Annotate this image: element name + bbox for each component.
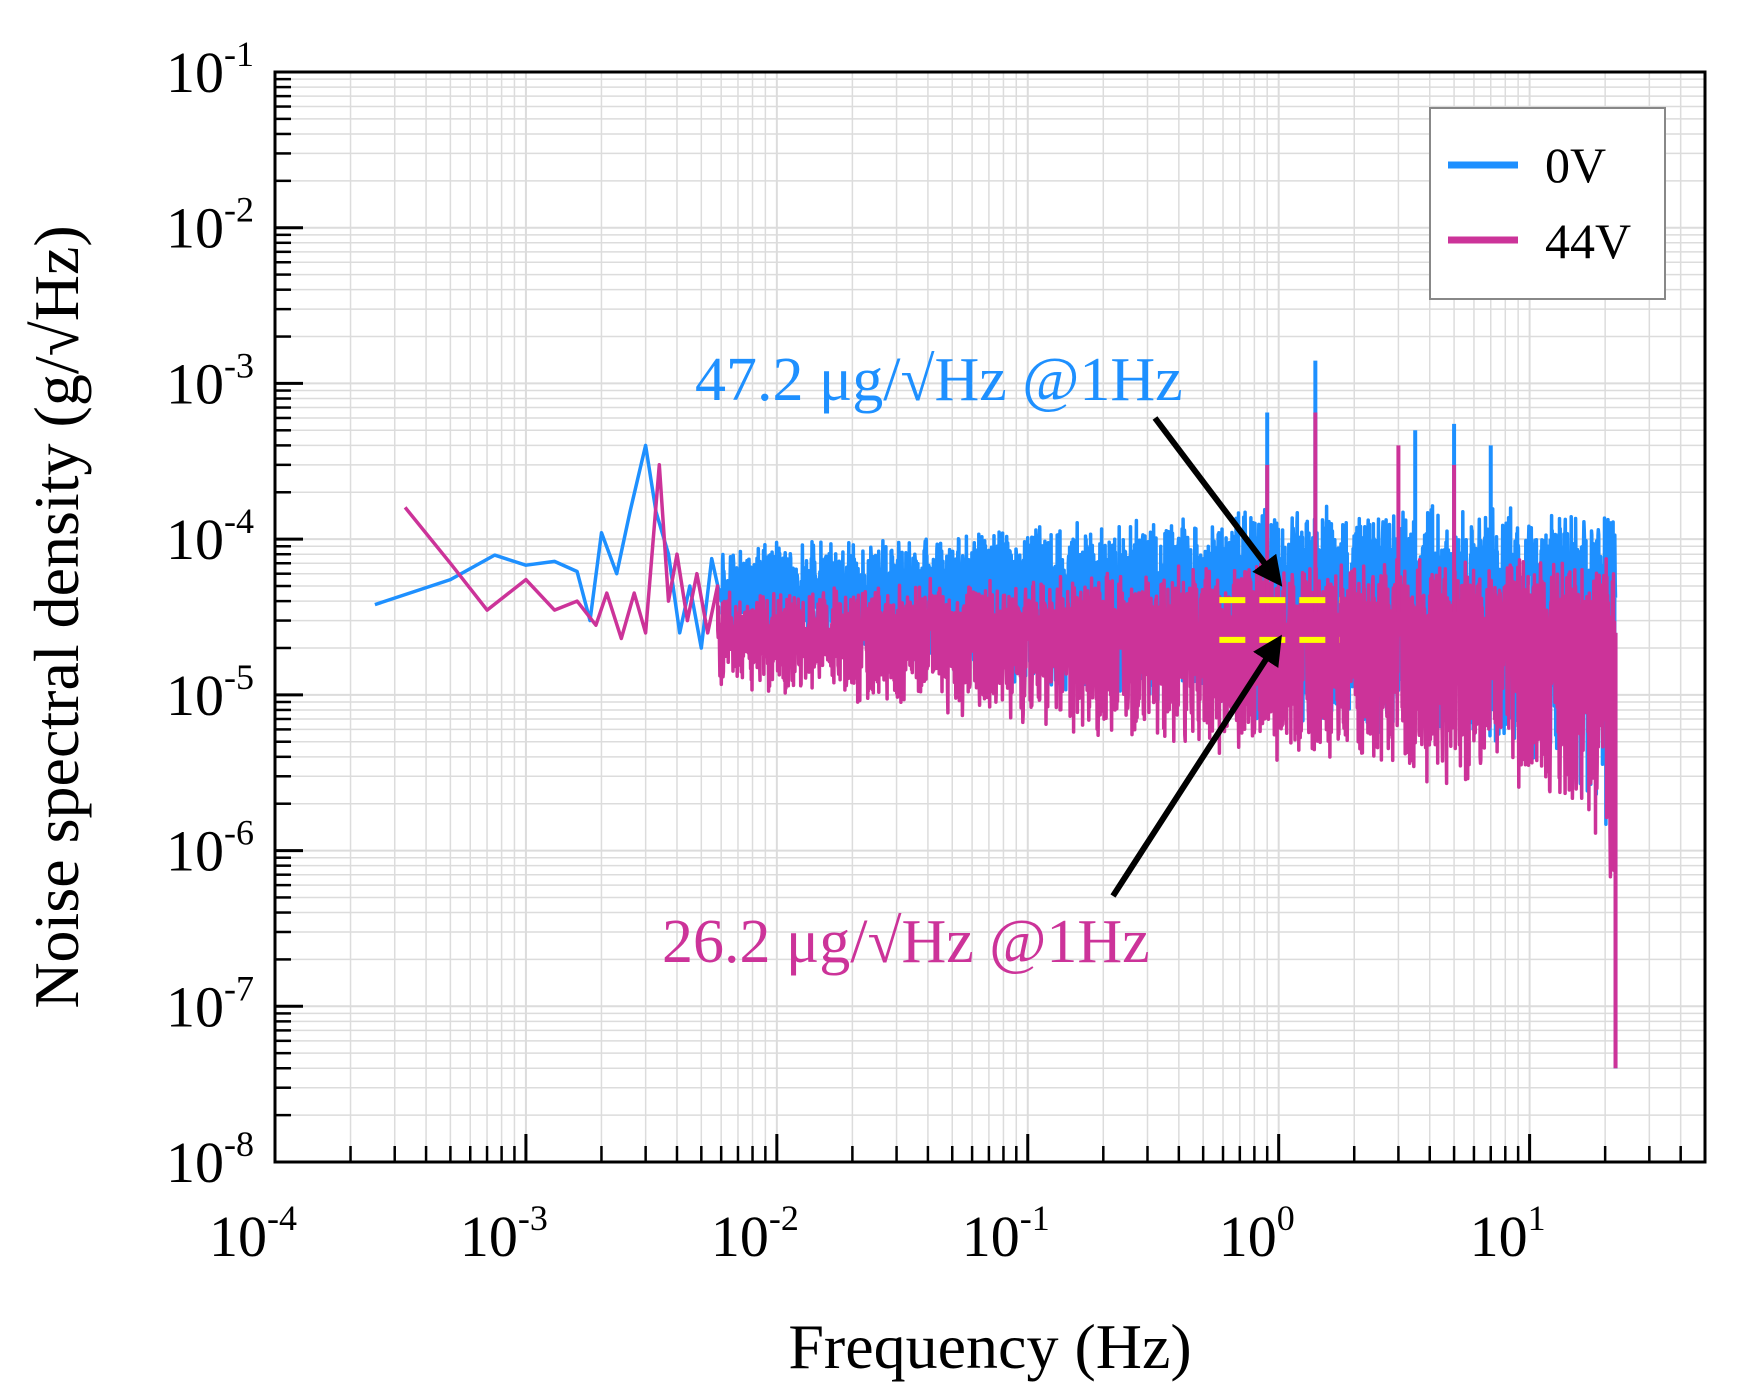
tick-labels: 10-4 10-3 10-2 10-1 100 101 10-8 10-7 10-6 10-5 10… (166, 34, 1546, 1269)
annotation-44v-label: 26.2 μg/√Hz @1Hz (662, 908, 1150, 976)
series-layer (374, 360, 1618, 1069)
series-line-44v (403, 463, 1618, 879)
x-tick-label: 100 (1219, 1198, 1295, 1269)
x-tick-label: 101 (1470, 1198, 1546, 1269)
annotation-44v-arrow (1110, 634, 1282, 898)
x-tick-label: 10-4 (209, 1198, 297, 1269)
annotation-0v-arrow (1152, 416, 1283, 587)
y-tick-label: 10-4 (166, 501, 254, 572)
x-axis-title: Frequency (Hz) (788, 1311, 1191, 1382)
legend-label-44v: 44V (1545, 213, 1631, 269)
y-tick-label: 10-6 (166, 813, 254, 884)
y-axis-title: Noise spectral density (g/√Hz) (21, 225, 92, 1008)
y-tick-label: 10-1 (166, 34, 254, 105)
x-tick-label: 10-3 (460, 1198, 548, 1269)
annotation-0v-label: 47.2 μg/√Hz @1Hz (695, 346, 1183, 414)
x-tick-label: 10-2 (711, 1198, 799, 1269)
y-tick-label: 10-8 (166, 1124, 254, 1195)
annotations: 47.2 μg/√Hz @1Hz 26.2 μg/√Hz @1Hz (662, 346, 1283, 976)
legend: 0V 44V (1429, 107, 1666, 300)
axis-ticks (273, 70, 1707, 1164)
y-tick-label: 10-7 (166, 968, 254, 1039)
legend-label-0v: 0V (1545, 137, 1606, 193)
y-tick-label: 10-5 (166, 657, 254, 728)
x-tick-label: 10-1 (962, 1198, 1050, 1269)
legend-box (1429, 107, 1666, 300)
y-tick-label: 10-3 (166, 345, 254, 416)
y-tick-label: 10-2 (166, 190, 254, 261)
